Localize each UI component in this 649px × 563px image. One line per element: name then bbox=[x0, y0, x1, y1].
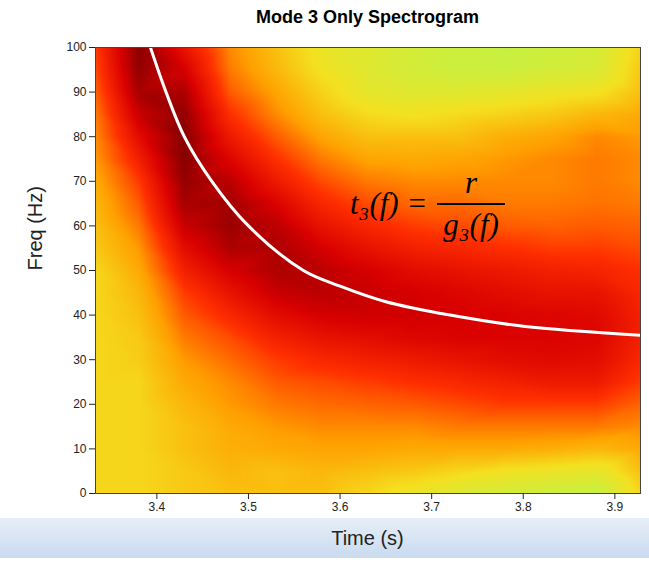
html-text:g₃(f): g₃(f) bbox=[443, 207, 499, 242]
svg-text:90: 90 bbox=[73, 85, 87, 99]
svg-text:40: 40 bbox=[73, 308, 87, 322]
svg-text:10: 10 bbox=[73, 442, 87, 456]
svg-text:80: 80 bbox=[73, 130, 87, 144]
svg-text:3.4: 3.4 bbox=[149, 500, 166, 514]
svg-text:Freq (Hz): Freq (Hz) bbox=[24, 186, 46, 270]
html-text:Mode 3 Only Spectrogram: Mode 3 Only Spectrogram bbox=[256, 7, 479, 27]
svg-text:3.9: 3.9 bbox=[607, 500, 624, 514]
svg-text:60: 60 bbox=[73, 219, 87, 233]
html-text:t₃(f) =: t₃(f) = bbox=[350, 186, 428, 221]
svg-text:70: 70 bbox=[73, 174, 87, 188]
svg-text:0: 0 bbox=[80, 486, 87, 500]
svg-text:3.7: 3.7 bbox=[423, 500, 440, 514]
svg-text:50: 50 bbox=[73, 263, 87, 277]
html-text:r: r bbox=[465, 165, 478, 200]
svg-text:3.6: 3.6 bbox=[332, 500, 349, 514]
html-text:Time (s): Time (s) bbox=[331, 527, 404, 549]
svg-text:30: 30 bbox=[73, 353, 87, 367]
svg-text:20: 20 bbox=[73, 397, 87, 411]
svg-text:100: 100 bbox=[66, 40, 86, 54]
svg-text:3.8: 3.8 bbox=[515, 500, 532, 514]
svg-text:3.5: 3.5 bbox=[240, 500, 257, 514]
